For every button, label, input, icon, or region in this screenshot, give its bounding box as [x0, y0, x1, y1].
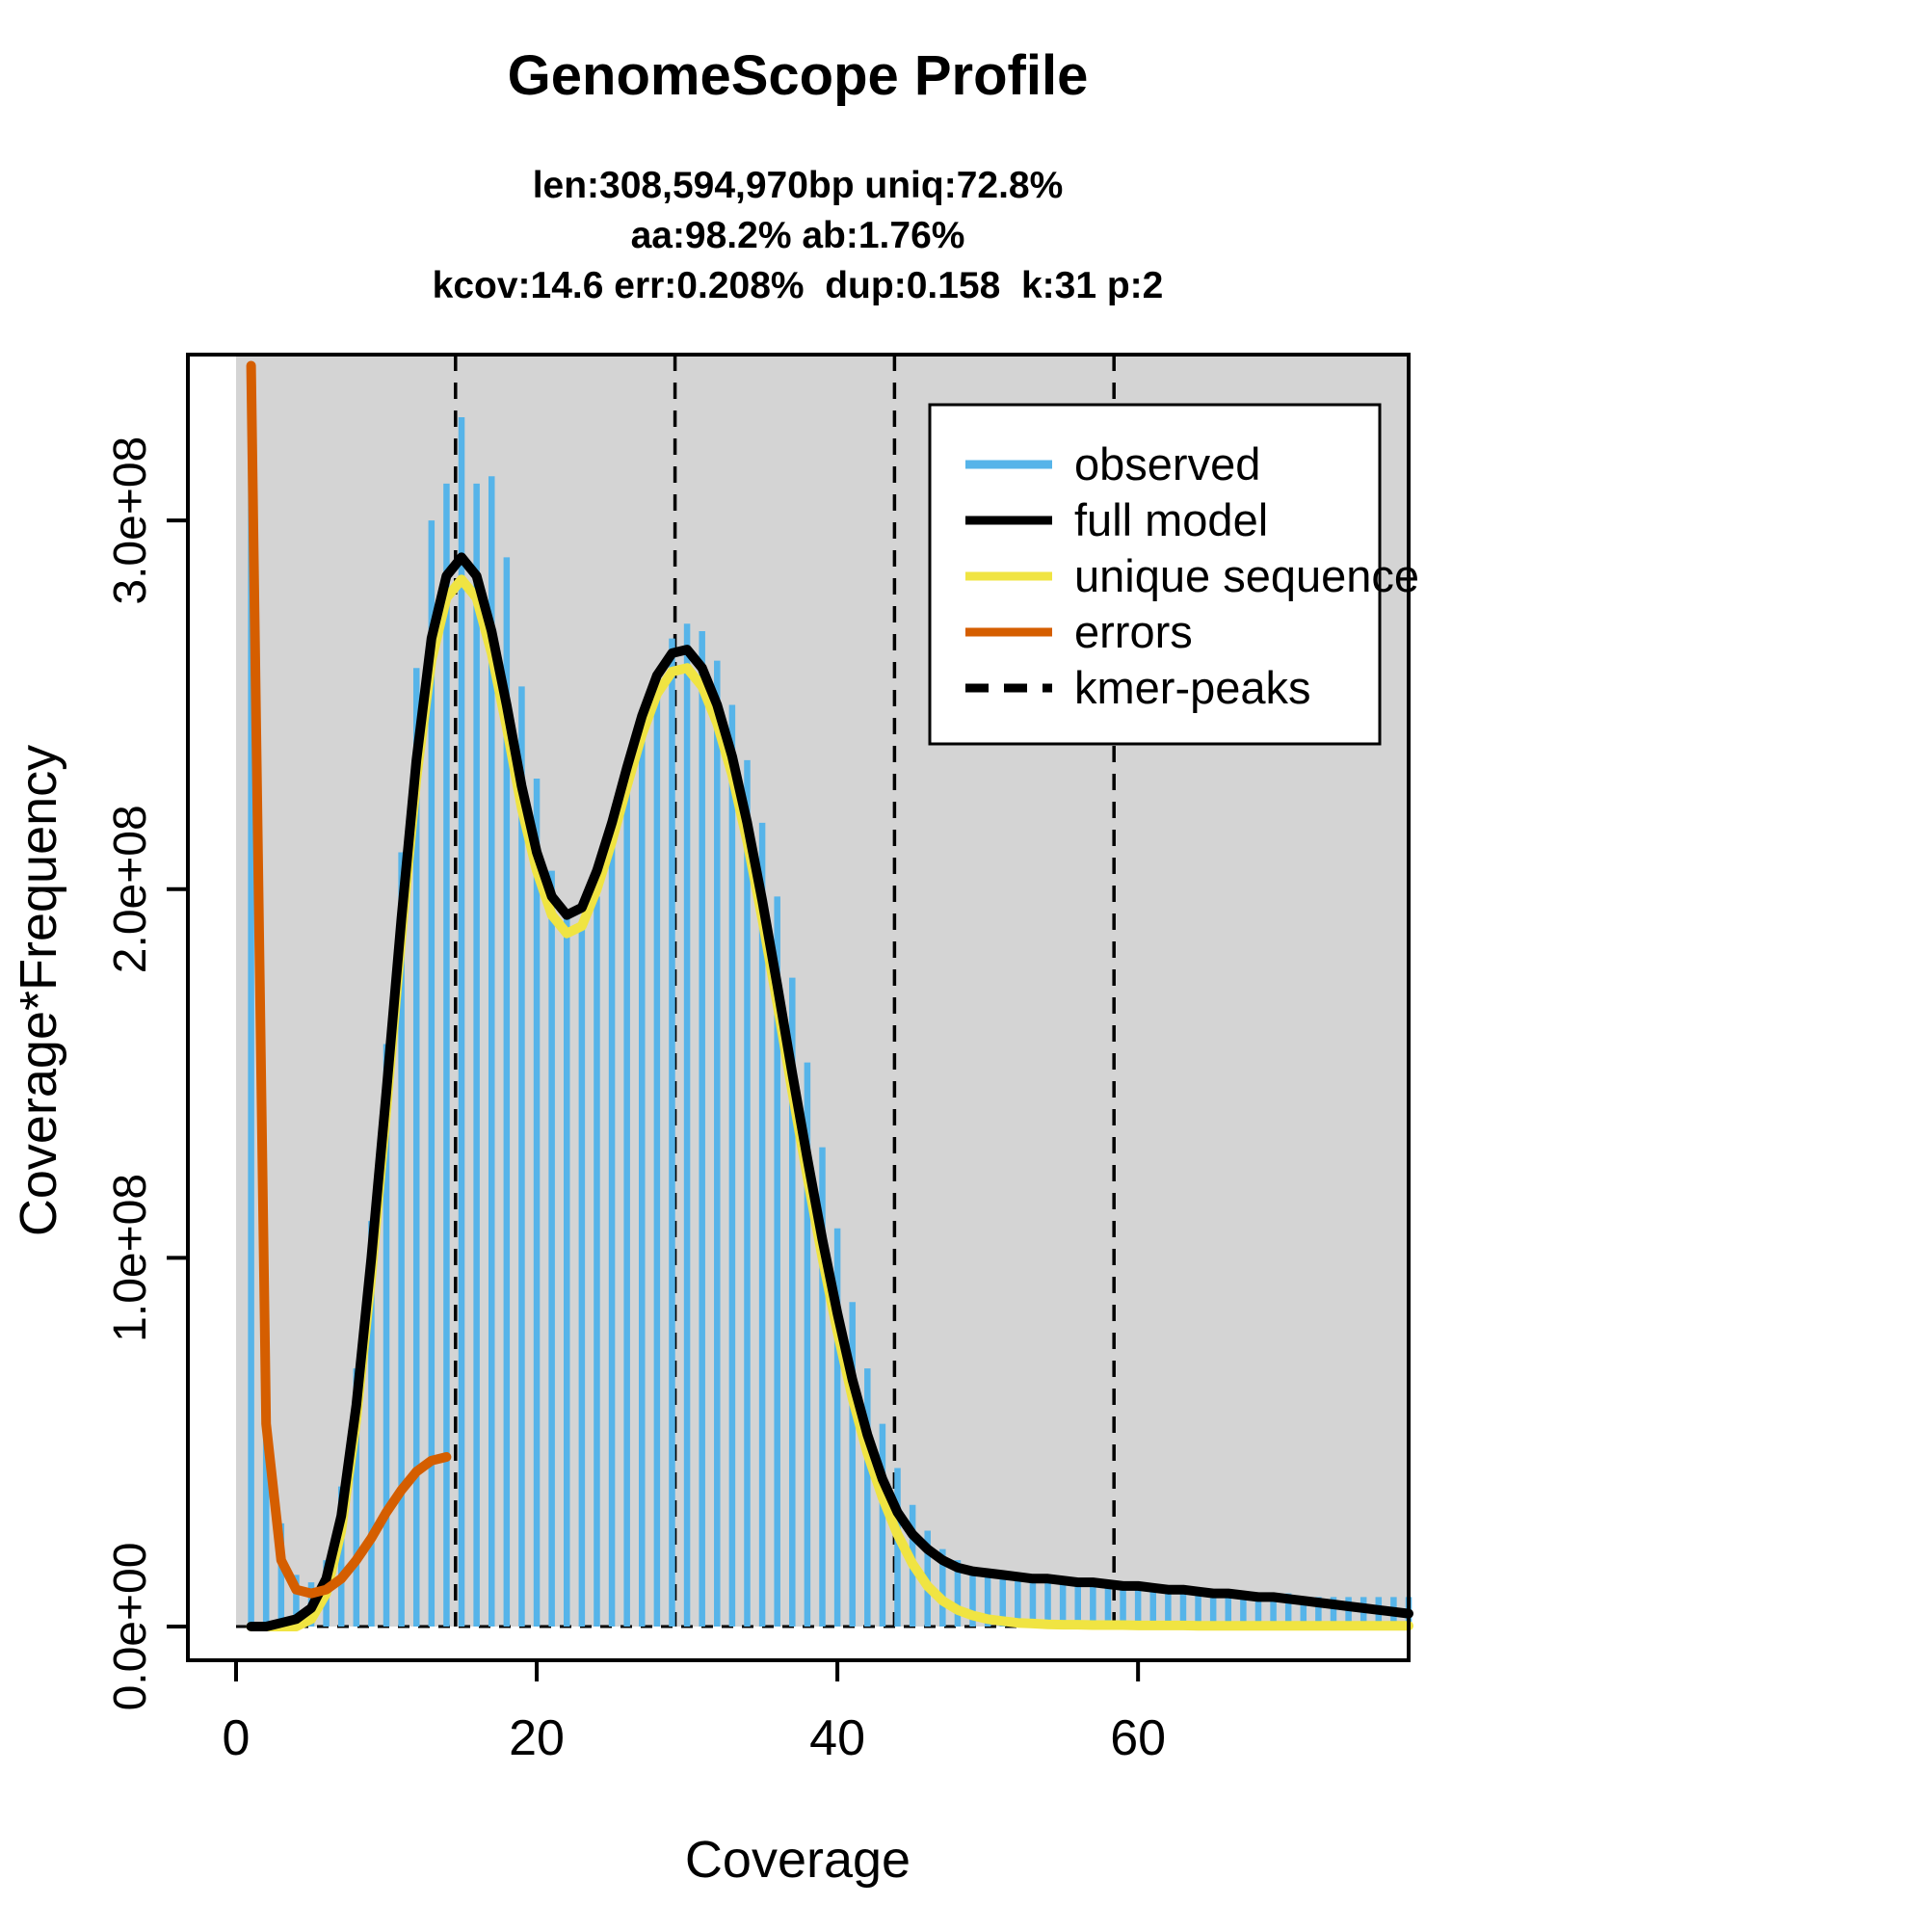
y-tick-label: 1.0e+08 [105, 1174, 156, 1342]
legend-label: errors [1074, 606, 1193, 657]
axis-box [186, 353, 1411, 1662]
errors-line [246, 360, 452, 1599]
legend-entry: observed [965, 438, 1260, 490]
legend-entry: full model [965, 494, 1268, 545]
y-tick-label: 0.0e+00 [105, 1543, 156, 1711]
legend-label: full model [1074, 494, 1268, 545]
y-tick-label: 3.0e+08 [105, 437, 156, 605]
legend-label: observed [1074, 438, 1260, 490]
subtitle-line-3: kcov:14.6 err:0.208% dup:0.158 k:31 p:2 [433, 265, 1164, 306]
full-model-line [246, 552, 1413, 1631]
legend-entry: errors [965, 606, 1193, 657]
plot-area: 0 20 40 60 0.0e+00 1.0e+08 2.0e+08 3.0e+08 obser… [105, 353, 1419, 1766]
x-tick-label: 40 [809, 1710, 865, 1766]
legend-entry: unique sequence [965, 550, 1419, 601]
subtitle-line-1: len:308,594,970bp uniq:72.8% [533, 165, 1064, 206]
x-axis-label: Coverage [685, 1831, 911, 1889]
legend-entry: kmer-peaks [965, 662, 1311, 713]
subtitle-line-2: aa:98.2% ab:1.76% [631, 215, 965, 256]
legend-label: kmer-peaks [1074, 662, 1311, 713]
page-title: GenomeScope Profile [508, 44, 1089, 107]
x-tick-label: 20 [509, 1710, 565, 1766]
y-axis-label: Coverage*Frequency [10, 745, 67, 1236]
y-tick-label: 2.0e+08 [105, 805, 156, 973]
legend-label: unique sequence [1074, 550, 1419, 601]
x-tick-label: 60 [1110, 1710, 1166, 1766]
x-tick-label: 0 [223, 1710, 251, 1766]
